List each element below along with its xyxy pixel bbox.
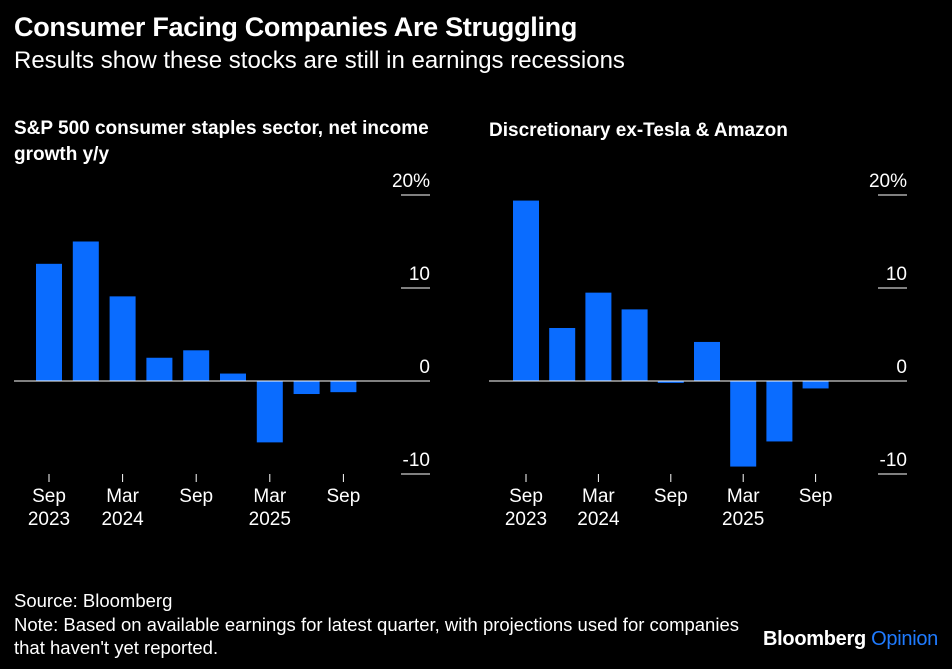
panel-2-ytick-label: 10 [886, 264, 907, 285]
panel-2-bar [585, 292, 612, 381]
panel-1-xtick-label: Sep [326, 486, 360, 507]
chart-title: Consumer Facing Companies Are Struggling [14, 12, 578, 42]
panel-1-title: S&P 500 consumer staples sector, net inc… [14, 118, 429, 165]
panel-1-xtick-label: Sep [32, 486, 66, 507]
panel-1-bar [72, 241, 99, 381]
panel-2-bar [621, 309, 648, 381]
panel-1-ytick-label: 0 [419, 357, 430, 378]
panel-1-bar [256, 381, 283, 443]
panel-1-xtick-label: Sep [179, 486, 213, 507]
brand-logo: Bloomberg Opinion [763, 628, 938, 651]
panel-2-xtick-year-label: 2023 [505, 509, 547, 530]
panel-2-bar [513, 200, 539, 381]
note-text: Note: Based on available earnings for la… [14, 613, 739, 659]
panel-1-bar [36, 263, 62, 381]
panel-1-bar [293, 381, 320, 395]
footer: Source: Bloomberg Note: Based on availab… [14, 589, 774, 660]
panel-2-xtick-label: Mar [727, 486, 760, 507]
panel-2-xtick-label: Mar [582, 486, 615, 507]
panel-2-ytick-label: -10 [880, 450, 907, 471]
panel-2-bar [730, 381, 757, 467]
brand-bloomberg: Bloomberg [763, 628, 866, 650]
panel-2-ytick-label: 0 [896, 357, 907, 378]
panel-1-ytick-label: -10 [403, 450, 430, 471]
panel-2-bar [802, 381, 829, 389]
panel-1-xtick-year-label: 2023 [28, 509, 70, 530]
panel-2-bar [549, 327, 576, 381]
panel-2-bar [657, 381, 684, 383]
panel-2-xtick-year-label: 2025 [722, 509, 764, 530]
panel-2-title: Discretionary ex-Tesla & Amazon [489, 120, 788, 141]
panel-1-ytick-label: 20% [392, 171, 430, 192]
chart-subtitle: Results show these stocks are still in e… [14, 47, 625, 74]
panel-2-bar [694, 341, 720, 381]
panel-1-xtick-year-label: 2024 [101, 509, 144, 530]
brand-opinion: Opinion [871, 628, 938, 650]
panel-1-xtick-label: Mar [253, 486, 286, 507]
panel-2-xtick-label: Sep [799, 486, 833, 507]
panel-2-bar [766, 381, 793, 442]
panel-1-bar [146, 357, 173, 381]
panel-2-xtick-label: Sep [654, 486, 688, 507]
panel-1-bar [330, 381, 357, 393]
panel-2-xtick-label: Sep [509, 486, 543, 507]
panel-1-bar [183, 350, 210, 381]
panel-1-xtick-year-label: 2025 [249, 509, 291, 530]
source-text: Source: Bloomberg [14, 590, 173, 611]
panel-2-xtick-year-label: 2024 [577, 509, 620, 530]
panel-2-ytick-label: 20% [869, 171, 907, 192]
panel-1-xtick-label: Mar [106, 486, 139, 507]
panel-1-bar [109, 296, 136, 381]
panel-1-bar [220, 373, 246, 381]
panel-1-ytick-label: 10 [409, 264, 430, 285]
